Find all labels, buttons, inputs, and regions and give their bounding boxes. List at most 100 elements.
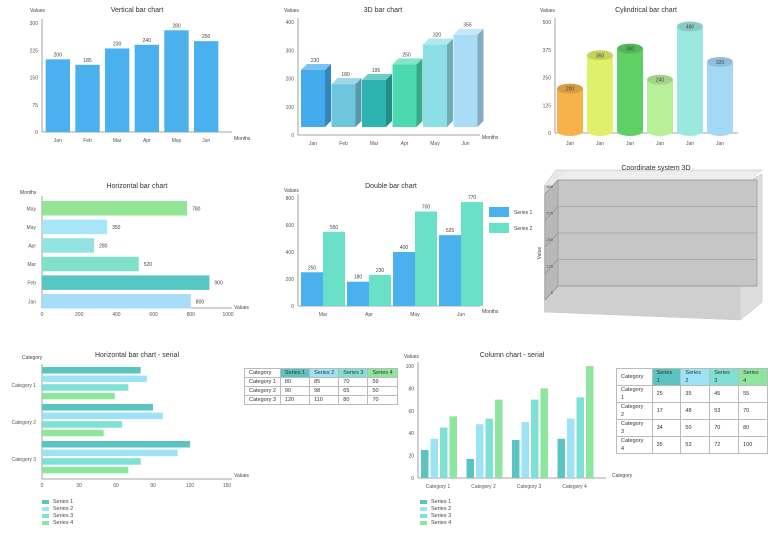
bar <box>440 427 448 478</box>
column-y-tick-label: 20 <box>408 454 414 460</box>
table-cell: 48 <box>680 402 711 420</box>
bar <box>647 79 673 131</box>
legend-swatch <box>420 520 427 525</box>
y-axis-title: Values <box>284 8 299 14</box>
double-y-tick-label: 400 <box>286 250 295 256</box>
bar <box>347 281 369 306</box>
x-tick-label: 1000 <box>222 312 233 318</box>
data-label: 900 <box>214 281 223 287</box>
bar3d-y-tick-label: 0 <box>291 133 294 139</box>
legend-swatch <box>42 520 49 525</box>
data-table-horizontal-serial: Category Series 1 Series 2 Series 3 Series 4… <box>244 368 398 405</box>
cylindrical-y-tick-label: 375 <box>543 48 552 54</box>
table-header-cell: Series 2 <box>309 368 340 378</box>
x-tick-label: Jun <box>461 141 469 147</box>
grid-line-left <box>544 179 559 195</box>
bar <box>301 272 323 306</box>
legend-label: Series 2 <box>514 226 533 232</box>
bar <box>42 392 115 400</box>
table-header-cell: Series 3 <box>709 368 740 386</box>
table-row: Category 2 17 48 53 70 <box>616 402 768 420</box>
bar-top <box>362 73 392 80</box>
bar-side <box>477 28 484 127</box>
legend-label: Series 3 <box>53 512 74 519</box>
bar <box>164 30 189 133</box>
y-tick-label: Mar <box>27 262 36 268</box>
table-cell: Category 2 <box>616 402 653 420</box>
column-y-tick-label: 80 <box>408 386 414 392</box>
bar <box>453 34 478 127</box>
x-tick-label: 90 <box>150 483 156 489</box>
bar <box>531 399 539 478</box>
x-tick-label: 600 <box>149 312 158 318</box>
legend-label: Series 1 <box>514 210 533 216</box>
chart-title: Vertical bar chart <box>111 7 164 14</box>
table-cell: Category 3 <box>616 419 653 437</box>
table-cell: 70 <box>338 377 369 387</box>
data-label: 480 <box>686 24 695 30</box>
bar <box>42 458 141 465</box>
bar-top <box>677 21 703 32</box>
bar <box>617 48 643 131</box>
x-tick-label: May <box>410 312 420 318</box>
bar <box>42 294 191 309</box>
vertical-y-tick-label: 75 <box>32 103 38 109</box>
table-cell: 59 <box>367 377 398 387</box>
bar <box>421 450 429 478</box>
y-axis-title: Value <box>537 247 543 260</box>
table-row: Category 1 25 35 45 55 <box>616 385 768 403</box>
legend-item: Series 2 <box>420 505 451 512</box>
table-cell: 70 <box>738 402 768 420</box>
bar <box>393 252 415 306</box>
x-tick-label: Jun <box>202 138 210 144</box>
legend-swatch <box>420 499 427 504</box>
bar <box>331 84 356 127</box>
bar <box>194 41 219 132</box>
data-label: 200 <box>566 87 575 93</box>
vertical-y-tick-label: 0 <box>35 130 38 136</box>
bar-top <box>453 28 484 35</box>
bar <box>42 384 129 391</box>
x-tick-label: 200 <box>75 312 84 318</box>
table-row: Category 2 90 98 65 50 <box>244 386 398 396</box>
chart-title: Double bar chart <box>365 183 417 190</box>
bar-3d-chart: 3D bar chart Values Months 0 100 200 300 400 230… <box>284 7 499 147</box>
bar <box>42 466 129 474</box>
table-cell: 50 <box>680 419 711 437</box>
bar-top <box>707 56 733 67</box>
data-label: 320 <box>716 60 725 66</box>
bar <box>42 404 153 411</box>
table-cell: 70 <box>709 419 740 437</box>
chart-title: Coordinate system 3D <box>621 165 690 172</box>
bar <box>392 64 417 127</box>
cylindrical-y-tick-label: 125 <box>543 103 552 109</box>
table-cell: 72 <box>709 436 740 454</box>
double-y-tick-label: 600 <box>286 223 295 229</box>
data-label: 250 <box>202 34 211 40</box>
bar-top <box>331 78 362 85</box>
bar <box>42 238 95 253</box>
bar <box>586 366 594 478</box>
vertical-y-tick-label: 225 <box>30 48 39 54</box>
bar <box>42 219 108 235</box>
bar <box>42 375 147 383</box>
double-y-tick-label: 800 <box>286 196 295 202</box>
bar-base <box>557 126 583 136</box>
bar-top <box>587 50 613 61</box>
x-tick-label: May <box>430 141 440 147</box>
legend-item: Series 2 <box>42 505 73 512</box>
bar <box>557 438 565 478</box>
x-axis-title: Months <box>482 309 499 315</box>
cylindrical-y-tick-label: 250 <box>543 76 552 82</box>
data-label: 355 <box>463 23 472 29</box>
x-tick-label: Jun <box>457 312 465 318</box>
y-tick-label: Feb <box>27 281 36 287</box>
data-label: 250 <box>402 52 411 58</box>
data-label: 280 <box>99 243 108 249</box>
column-serial-chart: Column chart - serial Values Category 0 20 40… <box>404 352 633 490</box>
bar <box>415 211 437 306</box>
data-table-column-serial: Category Series 1 Series 2 Series 3 Series 4… <box>616 368 768 454</box>
bar-top <box>423 38 453 45</box>
table-cell: 35 <box>651 436 682 454</box>
y-tick-label: Category 1 <box>12 383 37 389</box>
